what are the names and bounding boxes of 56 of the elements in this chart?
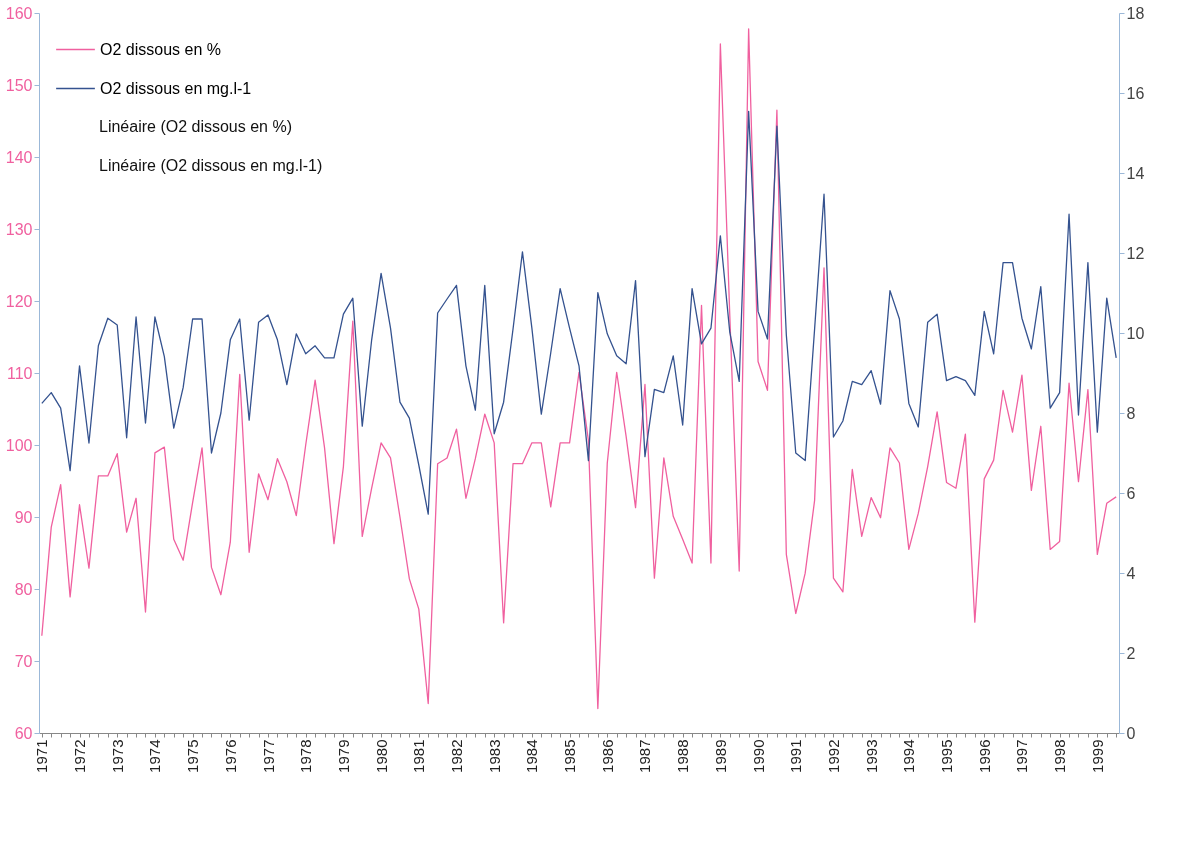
x-tick-label: 1994	[900, 739, 918, 773]
x-tick-label: 1987	[636, 739, 654, 773]
y-tick-label: 150	[5, 76, 33, 94]
annotation: Linéaire (O2 dissous en mg.l-1)	[99, 157, 323, 174]
x-tick-label: 1992	[824, 739, 842, 773]
line-series	[41, 110, 1117, 515]
x-tick-label: 1973	[108, 739, 126, 773]
x-tick-label: 1984	[523, 739, 541, 773]
x-tick-label: 1998	[1051, 739, 1069, 773]
x-tick-label: 1982	[447, 739, 465, 773]
x-tick-label: 1981	[410, 739, 428, 773]
x-tick-label: 1990	[749, 739, 767, 773]
x-tick-label: 1980	[372, 739, 390, 773]
y-tick-label: 130	[5, 220, 33, 238]
y2-tick-label: 6	[1126, 484, 1136, 502]
y-tick-label: 70	[14, 652, 33, 670]
y-tick-label: 80	[14, 580, 33, 598]
line-series	[41, 28, 1117, 710]
x-tick-label: 1972	[71, 739, 89, 773]
legend-label: O2 dissous en %	[100, 40, 221, 58]
y2-tick-label: 14	[1126, 164, 1145, 182]
legend-label: O2 dissous en mg.l-1	[100, 79, 252, 97]
x-tick-label: 1978	[297, 739, 315, 773]
x-tick-label: 1985	[561, 739, 579, 773]
x-tick-label: 1996	[975, 739, 993, 773]
y2-tick-label: 4	[1126, 564, 1136, 582]
x-tick-label: 1999	[1088, 739, 1106, 773]
x-tick-label: 1991	[787, 739, 805, 773]
y-tick-label: 110	[6, 364, 33, 382]
x-tick-label: 1997	[1013, 739, 1031, 773]
annotation: Linéaire (O2 dissous en %)	[99, 118, 292, 135]
y-tick-label: 140	[5, 148, 33, 166]
x-tick-label: 1988	[674, 739, 692, 773]
y-tick-label: 100	[5, 436, 33, 454]
y2-tick-label: 8	[1126, 404, 1136, 422]
x-tick-label: 1979	[334, 739, 352, 773]
y-tick-label: 60	[14, 724, 33, 742]
x-tick-label: 1983	[485, 739, 503, 773]
y2-tick-label: 10	[1126, 324, 1145, 342]
y2-tick-label: 12	[1126, 244, 1145, 262]
y2-tick-label: 16	[1126, 84, 1145, 102]
x-tick-label: 1976	[221, 739, 239, 773]
x-tick-label: 1977	[259, 739, 277, 773]
y-tick-label: 90	[14, 508, 33, 526]
x-tick-label: 1986	[598, 739, 616, 773]
x-tick-label: 1989	[711, 739, 729, 773]
y-tick-label: 120	[5, 292, 33, 310]
y2-tick-label: 2	[1126, 644, 1136, 662]
x-tick-label: 1993	[862, 739, 880, 773]
y2-tick-label: 0	[1126, 724, 1136, 742]
y-tick-label: 160	[5, 4, 33, 22]
x-tick-label: 1971	[33, 739, 51, 773]
x-tick-label: 1995	[938, 739, 956, 773]
x-tick-label: 1975	[184, 739, 202, 773]
x-tick-label: 1974	[146, 739, 164, 773]
y2-tick-label: 18	[1126, 4, 1145, 22]
